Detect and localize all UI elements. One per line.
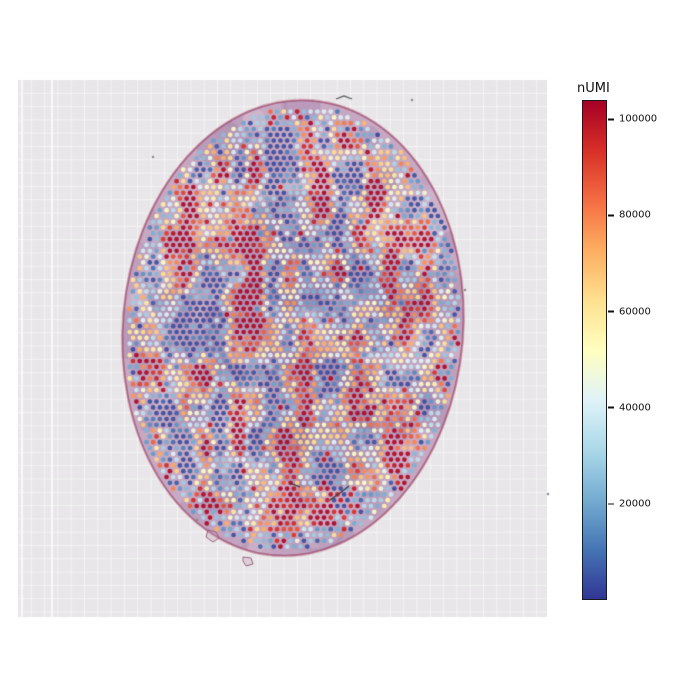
colorbar-tick: 100000 xyxy=(608,114,657,125)
colorbar-tick-mark xyxy=(608,503,614,505)
colorbar-tick: 20000 xyxy=(608,498,651,509)
colorbar-tick-mark xyxy=(608,118,614,121)
colorbar-title: nUMI xyxy=(577,81,610,96)
colorbar-tick-label: 20000 xyxy=(619,498,651,510)
colorbar-tick-label: 80000 xyxy=(619,209,651,221)
colorbar-tick: 80000 xyxy=(608,210,651,221)
colorbar-tick-mark xyxy=(608,310,614,313)
colorbar-tick-mark xyxy=(608,214,614,217)
colorbar-tick: 60000 xyxy=(608,306,651,317)
colorbar-tick: 40000 xyxy=(608,402,651,413)
colorbar-tick-label: 40000 xyxy=(619,402,651,414)
colorbar-tick-mark xyxy=(608,406,614,409)
colorbar-tick-label: 100000 xyxy=(619,113,658,125)
colorbar-tick-label: 60000 xyxy=(619,306,651,318)
colorbar xyxy=(582,100,607,600)
